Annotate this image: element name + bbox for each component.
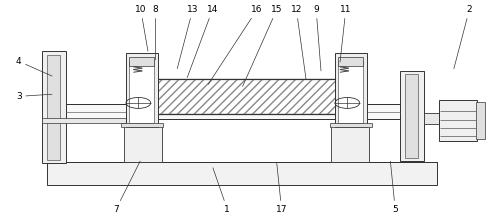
Bar bbox=[424, 113, 439, 124]
Bar bbox=[331, 126, 369, 162]
Bar bbox=[330, 123, 372, 127]
Bar bbox=[47, 55, 60, 160]
Text: 16: 16 bbox=[208, 5, 263, 84]
Text: 13: 13 bbox=[177, 5, 199, 69]
Bar bbox=[156, 79, 336, 114]
Bar bbox=[476, 102, 485, 139]
Bar bbox=[66, 104, 400, 119]
Bar bbox=[129, 57, 154, 66]
Bar bbox=[338, 57, 363, 66]
Text: 8: 8 bbox=[153, 5, 159, 60]
Text: 1: 1 bbox=[213, 168, 230, 214]
Text: 17: 17 bbox=[276, 163, 288, 214]
Text: 9: 9 bbox=[313, 5, 321, 71]
Bar bbox=[338, 61, 363, 123]
Text: 7: 7 bbox=[113, 161, 140, 214]
Text: 10: 10 bbox=[135, 5, 148, 51]
Bar bbox=[47, 162, 437, 185]
Bar bbox=[121, 123, 163, 127]
Bar bbox=[124, 126, 162, 162]
Text: 3: 3 bbox=[16, 92, 52, 101]
Text: 15: 15 bbox=[243, 5, 283, 86]
Bar bbox=[129, 61, 154, 123]
Bar bbox=[153, 80, 158, 117]
Bar bbox=[66, 105, 400, 119]
Bar bbox=[66, 104, 400, 119]
Bar bbox=[156, 79, 336, 114]
Bar bbox=[126, 53, 158, 127]
Text: 12: 12 bbox=[290, 5, 306, 80]
Bar bbox=[335, 80, 340, 117]
Bar bbox=[405, 74, 418, 158]
Text: 11: 11 bbox=[340, 5, 352, 62]
Bar bbox=[439, 100, 477, 141]
Bar bbox=[42, 118, 126, 123]
Bar bbox=[335, 53, 367, 127]
Bar bbox=[400, 71, 424, 161]
Text: 14: 14 bbox=[187, 5, 218, 78]
Text: 5: 5 bbox=[390, 161, 398, 214]
Text: 2: 2 bbox=[454, 5, 472, 69]
Bar bbox=[156, 79, 336, 114]
Bar bbox=[42, 51, 66, 163]
Text: 4: 4 bbox=[16, 57, 52, 76]
